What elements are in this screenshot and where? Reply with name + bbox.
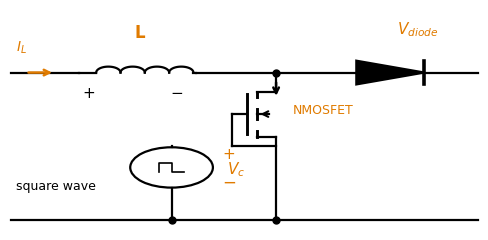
Text: −: − bbox=[170, 86, 183, 102]
Text: +: + bbox=[222, 147, 235, 162]
Polygon shape bbox=[356, 61, 424, 84]
Text: $V_{diode}$: $V_{diode}$ bbox=[397, 20, 438, 39]
Text: $V_c$: $V_c$ bbox=[227, 161, 245, 179]
Text: +: + bbox=[82, 86, 95, 102]
Text: −: − bbox=[222, 174, 236, 192]
Text: NMOSFET: NMOSFET bbox=[292, 104, 353, 117]
Text: L: L bbox=[134, 24, 145, 42]
Text: square wave: square wave bbox=[16, 180, 96, 193]
Text: $I_L$: $I_L$ bbox=[16, 40, 27, 56]
